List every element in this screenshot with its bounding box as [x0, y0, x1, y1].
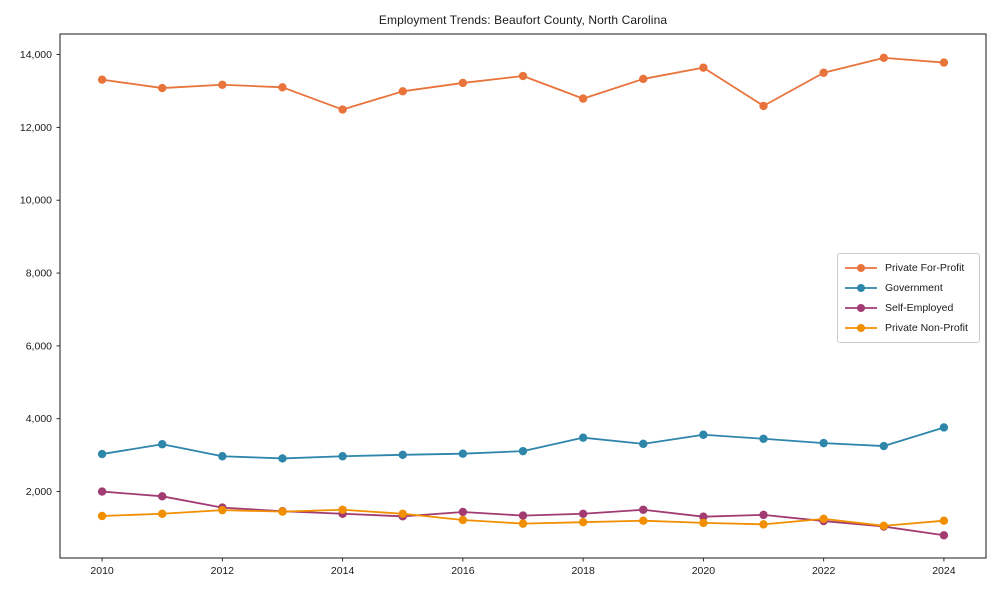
data-point — [338, 105, 347, 114]
legend-item-government: Government — [844, 282, 973, 294]
data-point — [218, 505, 227, 515]
data-point — [939, 531, 949, 540]
data-point — [458, 449, 468, 458]
x-tick-label: 2014 — [331, 565, 355, 577]
data-point — [759, 510, 768, 520]
data-point — [158, 492, 167, 501]
data-point — [639, 74, 648, 84]
series-self-employed — [97, 487, 949, 540]
data-point — [518, 511, 528, 520]
y-tick-label: 4,000 — [26, 413, 52, 425]
legend-item-label: Self-Employed — [885, 302, 954, 314]
legend-item-label: Private For-Profit — [885, 262, 965, 274]
data-point — [879, 53, 888, 63]
series-private-non-profit — [97, 505, 949, 531]
legend-series-marker-icon — [845, 304, 877, 312]
data-point — [398, 450, 407, 459]
legend-series-marker-icon — [845, 284, 877, 292]
data-point — [819, 68, 828, 77]
data-point — [158, 509, 167, 518]
data-point — [819, 438, 828, 448]
legend-item-private-for-profit: Private For-Profit — [844, 262, 973, 274]
data-point — [518, 71, 528, 81]
data-point — [578, 433, 588, 442]
chart-title: Employment Trends: Beaufort County, Nort… — [378, 13, 668, 27]
data-point — [639, 439, 648, 449]
legend-item-label: Government — [885, 282, 943, 294]
x-tick-label: 2020 — [692, 565, 716, 577]
series-private-for-profit — [97, 53, 949, 114]
data-point — [97, 511, 107, 521]
data-point — [158, 440, 167, 449]
data-point — [158, 83, 167, 93]
data-point — [759, 520, 768, 529]
y-tick-label: 6,000 — [26, 340, 52, 352]
series-line — [101, 56, 945, 111]
legend-series-marker-icon — [845, 264, 877, 272]
y-tick-label: 8,000 — [26, 268, 52, 280]
data-point — [939, 516, 949, 525]
data-point — [819, 514, 828, 524]
data-point — [578, 517, 588, 527]
plot-border — [59, 33, 987, 559]
data-point — [278, 83, 287, 92]
legend-item-self-employed: Self-Employed — [844, 302, 973, 314]
data-point — [278, 507, 287, 516]
x-tick-label: 2016 — [451, 565, 475, 577]
series-government — [97, 423, 949, 463]
x-tick-label: 2010 — [90, 565, 114, 577]
x-tick-label: 2018 — [571, 565, 595, 577]
x-tick-label: 2024 — [932, 565, 956, 577]
data-point — [639, 516, 648, 525]
data-point — [218, 452, 227, 461]
data-point — [518, 519, 528, 528]
data-point — [97, 487, 107, 496]
data-point — [278, 454, 287, 463]
y-tick-label: 2,000 — [26, 486, 52, 498]
data-point — [759, 434, 768, 443]
data-point — [699, 430, 708, 439]
data-point — [338, 505, 347, 514]
data-point — [97, 75, 107, 84]
y-tick-label: 10,000 — [20, 195, 52, 207]
data-point — [939, 423, 949, 432]
legend-series-marker-icon — [845, 324, 877, 332]
y-tick-label: 14,000 — [20, 49, 52, 61]
data-point — [338, 452, 347, 461]
data-point — [699, 512, 708, 521]
legend-item-private-non-profit: Private Non-Profit — [844, 322, 973, 334]
data-point — [879, 441, 888, 451]
data-point — [939, 58, 949, 67]
y-tick-label: 12,000 — [20, 122, 52, 134]
data-point — [218, 80, 227, 89]
data-point — [458, 507, 468, 517]
data-point — [97, 449, 107, 459]
data-point — [458, 515, 468, 525]
data-point — [398, 509, 407, 518]
data-point — [759, 101, 768, 111]
data-point — [398, 87, 407, 96]
legend-item-label: Private Non-Profit — [885, 322, 968, 334]
data-point — [879, 521, 888, 531]
data-point — [578, 94, 588, 103]
data-point — [639, 505, 648, 514]
data-point — [699, 518, 708, 528]
chart-legend: Private For-Profit Government Self-Emplo… — [837, 253, 980, 343]
x-tick-label: 2022 — [812, 565, 836, 577]
data-point — [458, 78, 468, 88]
x-tick-label: 2012 — [211, 565, 235, 577]
data-point — [578, 509, 588, 518]
data-point — [699, 63, 708, 72]
data-point — [518, 446, 528, 456]
